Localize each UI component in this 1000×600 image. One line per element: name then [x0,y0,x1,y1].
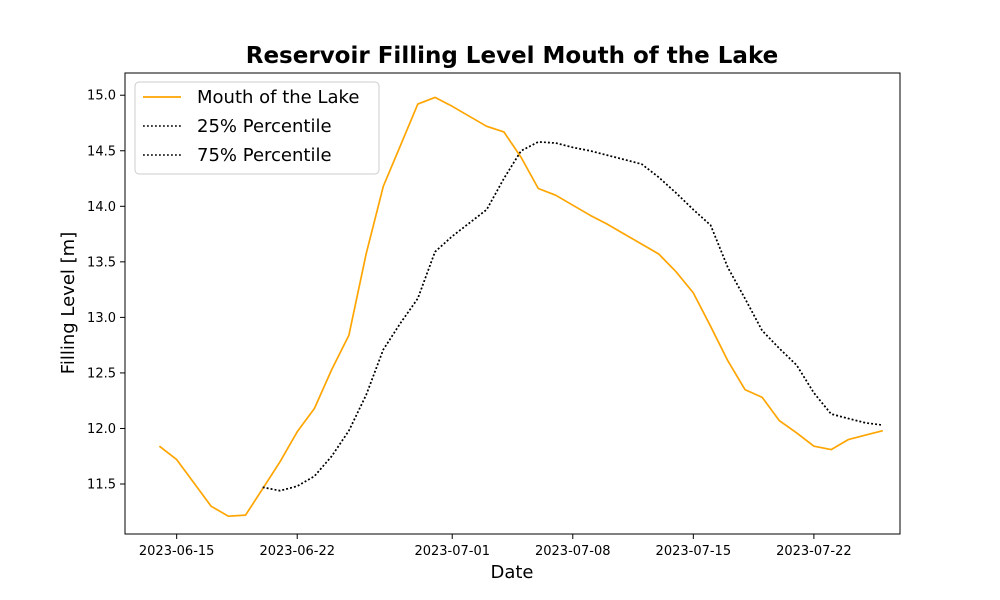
plot-area-frame [124,72,901,535]
series-line-2 [262,141,883,492]
y-axis-ticks: 11.5 12.0 12.5 13.0 13.5 14.0 14.5 15.0 [87,89,125,493]
y-tick-label: 12.0 [87,422,116,437]
x-tick-label: 2023-07-08 [535,544,611,559]
y-tick-label: 15.0 [87,89,116,104]
y-tick-label: 13.5 [87,255,116,270]
y-tick-label: 12.5 [87,366,116,381]
y-axis-label: Filling Level [m] [58,232,79,374]
chart-title: Reservoir Filling Level Mouth of the Lak… [246,43,778,69]
y-tick-label: 14.0 [87,200,116,215]
x-tick-label: 2023-07-01 [414,544,490,559]
x-tick-label: 2023-06-15 [139,544,215,559]
y-tick-label: 13.0 [87,311,116,326]
legend: Mouth of the Lake 25% Percentile 75% Perce… [134,81,380,175]
x-tick-label: 2023-07-15 [656,544,732,559]
series-layer [158,96,884,518]
x-tick-label: 2023-07-22 [776,544,852,559]
legend-label-2: 25% Percentile [197,116,332,137]
legend-label-1: Mouth of the Lake [197,87,359,108]
x-axis-label: Date [490,562,533,583]
y-tick-label: 11.5 [87,478,116,493]
x-axis-ticks: 2023-06-15 2023-06-22 2023-07-01 2023-07-08… [139,534,852,559]
x-tick-label: 2023-06-22 [259,544,335,559]
legend-label-3: 75% Percentile [197,145,332,166]
y-tick-label: 14.5 [87,144,116,159]
legend-frame [134,81,380,175]
series-line-1 [158,96,884,518]
series-line-3 [262,141,883,492]
